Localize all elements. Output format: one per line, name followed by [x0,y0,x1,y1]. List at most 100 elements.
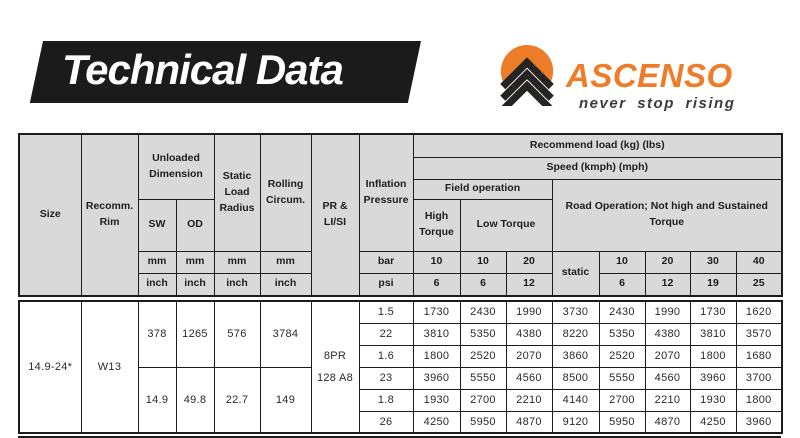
unit-sw-inch: inch [137,272,177,297]
cell-load: 3860 [551,344,600,368]
cell-load: 3960 [735,410,783,434]
unit-od-inch: inch [175,272,215,297]
unit-slr-inch: inch [213,272,261,297]
header-unloaded-dimension: Unloaded Dimension [137,133,215,200]
table-row: 1.8 1930 2700 2210 4140 2700 2210 1930 1… [19,388,783,412]
cell-od-inch: 49.8 [175,366,215,434]
cell-load: 8500 [551,366,600,390]
cell-load: 4560 [644,366,691,390]
header-static: static [551,250,600,297]
cell-load: 5550 [459,366,507,390]
ascenso-logo-icon [497,44,559,106]
table-row: 14.9-24* W13 378 1265 576 3784 8PR 128 A… [18,300,783,434]
header-sw: SW [137,198,177,252]
cell-sw-inch: 14.9 [137,366,177,434]
speed-kmph-ht: 10 [412,250,461,274]
cell-load: 4380 [644,322,691,346]
cell-load: 1930 [412,388,461,412]
header-speed: Speed (kmph) (mph) [412,156,783,180]
speed-mph-r4: 25 [735,272,783,297]
header-low-torque: Low Torque [459,198,553,252]
cell-load: 1620 [735,300,783,324]
speed-kmph-r1: 10 [598,250,646,274]
brand-name: ASCENSO [566,57,733,94]
cell-load: 2700 [598,388,646,412]
cell-pressure: 22 [358,322,414,346]
cell-load: 1800 [689,344,737,368]
cell-pressure: 1.6 [358,344,414,368]
cell-load: 3960 [412,366,461,390]
table-header: Size Recomm. Rim Unloaded Dimension Stat… [18,133,784,297]
header-pr-lisi: PR & LI/SI [310,133,360,297]
cell-rc-mm: 3784 [259,300,312,368]
unit-rc-mm: mm [259,250,312,274]
header-recommend-load: Recommend load (kg) (lbs) [412,133,783,158]
cell-load: 1730 [412,300,461,324]
cell-load: 2520 [598,344,646,368]
cell-load: 1680 [735,344,783,368]
cell-sw-mm: 378 [137,300,177,368]
cell-slr-inch: 22.7 [213,366,261,434]
unit-rc-inch: inch [259,272,312,297]
speed-mph-r1: 6 [598,272,646,297]
header-road-operation: Road Operation; Not high and Sustained T… [551,178,783,252]
unit-od-mm: mm [175,250,215,274]
brand-tagline: never stop rising [579,95,736,112]
unit-psi: psi [358,272,414,297]
header-field-operation: Field operation [412,178,553,200]
cell-rc-inch: 149 [259,366,312,434]
cell-load: 3960 [689,366,737,390]
cell-load: 3810 [412,322,461,346]
header-rolling-circum: Rolling Circum. [259,133,312,252]
speed-mph-r2: 12 [644,272,691,297]
cell-pressure: 1.8 [358,388,414,412]
cell-size: 14.9-24* [18,300,82,434]
unit-sw-mm: mm [137,250,177,274]
cell-rim: W13 [80,300,139,434]
cell-load: 2210 [644,388,691,412]
cell-load: 4870 [505,410,553,434]
cell-load: 4250 [412,410,461,434]
speed-kmph-r3: 30 [689,250,737,274]
table-row: 1.6 1800 2520 2070 3860 2520 2070 1800 1… [19,344,783,368]
header-high-torque: High Torque [412,198,461,252]
cell-slr-mm: 576 [213,300,261,368]
cell-load: 5350 [459,322,507,346]
speed-kmph-r2: 20 [644,250,691,274]
header-recomm-rim: Recomm. Rim [80,133,139,297]
cell-load: 4870 [644,410,691,434]
cell-load: 4140 [551,388,600,412]
table-row: 14.9 49.8 22.7 149 23 3960 5550 4560 850… [19,366,783,434]
cell-pressure: 23 [358,366,414,390]
technical-data-table: Size Recomm. Rim Unloaded Dimension Stat… [18,133,784,438]
cell-load: 5950 [598,410,646,434]
cell-load: 3570 [735,322,783,346]
speed-kmph-lt2: 20 [505,250,553,274]
cell-pressure: 1.5 [358,300,414,324]
table-row: 22 3810 5350 4380 8220 5350 4380 3810 35… [19,322,783,346]
cell-load: 3730 [551,300,600,324]
cell-load: 3810 [689,322,737,346]
cell-load: 1930 [689,388,737,412]
cell-load: 9120 [551,410,600,434]
header-inflation-pressure: Inflation Pressure [358,133,414,252]
cell-load: 2430 [459,300,507,324]
cell-pr-lisi: 8PR 128 A8 [310,300,360,434]
speed-mph-lt2: 12 [505,272,553,297]
unit-bar: bar [358,250,414,274]
cell-load: 8220 [551,322,600,346]
cell-load: 1730 [689,300,737,324]
cell-load: 2210 [505,388,553,412]
header-size: Size [18,133,82,297]
cell-load: 2700 [459,388,507,412]
cell-load: 5950 [459,410,507,434]
speed-kmph-r4: 40 [735,250,783,274]
header-static-load-radius: Static Load Radius [213,133,261,252]
speed-mph-ht: 6 [412,272,461,297]
cell-load: 2430 [598,300,646,324]
page-title: Technical Data [62,46,344,93]
unit-slr-mm: mm [213,250,261,274]
header-od: OD [175,198,215,252]
cell-load: 4380 [505,322,553,346]
speed-mph-r3: 19 [689,272,737,297]
